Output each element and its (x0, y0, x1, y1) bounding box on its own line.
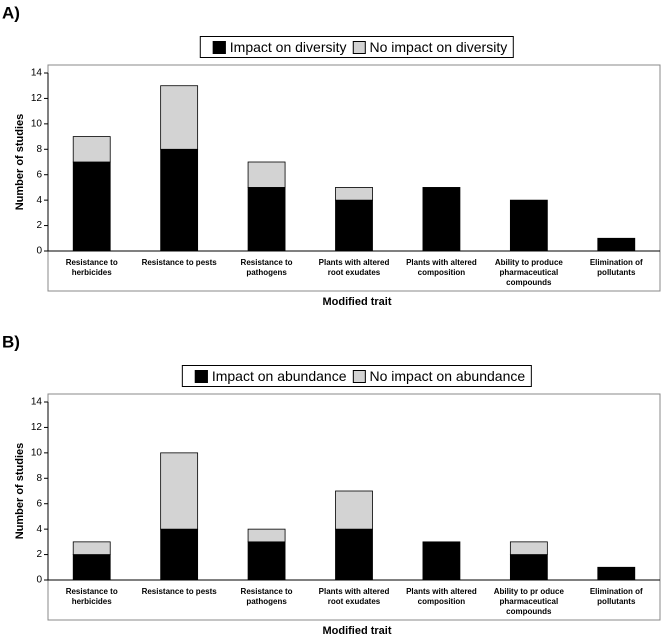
y-tick-label: 4 (36, 195, 42, 206)
bar-segment (247, 528, 286, 543)
x-tick-label: Resistance to herbicides (65, 258, 118, 277)
bar-segment (597, 566, 636, 581)
bar-segment (72, 554, 111, 581)
legend-label: No impact on abundance (369, 368, 526, 384)
x-tick-label: Ability to produce pharmaceutical compou… (494, 258, 563, 287)
y-tick-label: 2 (36, 549, 42, 560)
legend: Impact on abundance No impact on abundanc… (181, 365, 533, 387)
bar-segment (247, 187, 286, 252)
y-tick-label: 10 (31, 447, 43, 458)
y-tick-label: 4 (36, 524, 42, 535)
y-tick-label: 10 (31, 118, 43, 129)
panel-label: A) (2, 3, 20, 22)
bar-segment (422, 187, 461, 252)
y-tick-label: 12 (31, 93, 43, 104)
panel-label: B) (2, 332, 20, 351)
legend-swatch (352, 40, 366, 54)
x-tick-label: Plants with altered root exudates (318, 587, 390, 606)
x-tick-label: Plants with altered root exudates (318, 258, 390, 277)
x-tick-label: Resistance to pests (141, 587, 217, 596)
x-tick-label: Resistance to pathogens (240, 258, 293, 277)
bar-segment (247, 161, 286, 188)
y-tick-label: 0 (36, 575, 42, 586)
bar-segment (509, 554, 548, 581)
legend: Impact on diversity No impact on diversit… (199, 36, 515, 58)
bar-segment (72, 161, 111, 252)
x-tick-label: Plants with altered composition (406, 587, 477, 606)
bar-segment (597, 237, 636, 252)
y-axis-title: Number of studies (14, 443, 26, 540)
legend-swatch (352, 369, 366, 383)
bar-segment (160, 528, 199, 581)
x-tick-label: Elimination of pollutants (589, 258, 643, 277)
x-tick-label: Elimination of pollutants (589, 587, 643, 606)
y-tick-label: 14 (31, 68, 43, 79)
bar-segment (509, 541, 548, 555)
bar-segment (72, 541, 111, 555)
bar-segment (335, 199, 373, 252)
x-tick-label: Ability to pr oduce pharmaceutical compo… (493, 587, 564, 616)
x-tick-label: Resistance to pests (141, 258, 217, 267)
bar-segment (509, 199, 548, 252)
y-tick-label: 6 (36, 498, 42, 509)
y-tick-label: 6 (36, 169, 42, 180)
y-axis-title: Number of studies (14, 114, 26, 211)
legend-swatch (212, 40, 226, 54)
x-axis-title: Modified trait (322, 296, 391, 308)
y-tick-label: 2 (36, 220, 42, 231)
y-tick-label: 12 (31, 422, 43, 433)
x-tick-label: Plants with altered composition (406, 258, 477, 277)
bar-segment (422, 541, 461, 581)
bar-segment (160, 148, 199, 252)
legend-swatch (194, 369, 208, 383)
y-tick-label: 8 (36, 473, 42, 484)
bar-segment (160, 85, 199, 150)
y-tick-label: 0 (36, 246, 42, 257)
bar-segment (72, 136, 111, 163)
bar-segment (247, 541, 286, 581)
legend-label: No impact on diversity (369, 39, 508, 55)
bar-segment (335, 528, 373, 581)
y-tick-label: 8 (36, 144, 42, 155)
x-tick-label: Resistance to pathogens (240, 587, 293, 606)
bar-segment (335, 187, 373, 201)
legend-label: Impact on diversity (229, 39, 347, 55)
x-tick-label: Resistance to herbicides (65, 587, 118, 606)
bar-segment (160, 452, 199, 530)
bar-segment (335, 490, 373, 530)
y-tick-label: 14 (31, 397, 43, 408)
x-axis-title: Modified trait (322, 625, 391, 637)
legend-label: Impact on abundance (211, 368, 347, 384)
